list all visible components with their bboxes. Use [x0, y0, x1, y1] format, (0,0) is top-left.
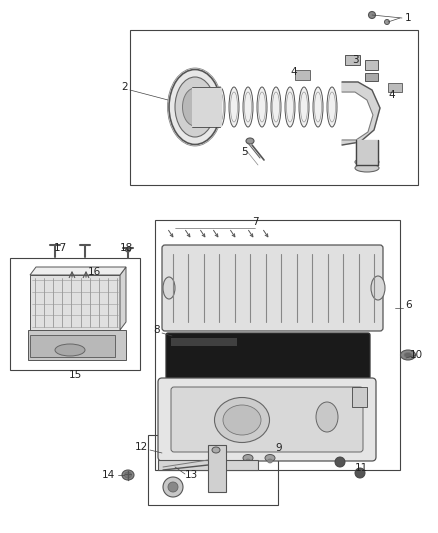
Ellipse shape — [355, 164, 379, 172]
Ellipse shape — [385, 20, 389, 25]
Ellipse shape — [55, 344, 85, 356]
Ellipse shape — [126, 248, 131, 252]
Ellipse shape — [223, 405, 261, 435]
FancyBboxPatch shape — [162, 245, 383, 331]
Bar — [155, 220, 400, 470]
Text: 13: 13 — [185, 470, 198, 480]
Bar — [208, 445, 226, 492]
Circle shape — [355, 468, 365, 478]
Ellipse shape — [404, 352, 412, 358]
FancyBboxPatch shape — [166, 333, 370, 379]
Text: 3: 3 — [352, 55, 359, 65]
Bar — [295, 70, 310, 80]
Bar — [171, 338, 237, 346]
Text: 9: 9 — [275, 443, 282, 453]
Text: 5: 5 — [242, 147, 248, 157]
Ellipse shape — [400, 350, 416, 360]
Bar — [158, 460, 258, 470]
Bar — [30, 335, 115, 357]
Text: 12: 12 — [135, 442, 148, 452]
Ellipse shape — [243, 87, 253, 127]
Ellipse shape — [243, 455, 253, 462]
Ellipse shape — [163, 277, 175, 299]
Ellipse shape — [124, 472, 131, 478]
Bar — [388, 83, 402, 92]
Text: 2: 2 — [121, 82, 128, 92]
Text: 6: 6 — [405, 300, 412, 310]
Ellipse shape — [183, 88, 208, 126]
Circle shape — [168, 482, 178, 492]
Ellipse shape — [246, 459, 251, 463]
Bar — [365, 60, 378, 70]
Bar — [345, 55, 360, 65]
Text: 8: 8 — [153, 325, 160, 335]
Polygon shape — [342, 82, 380, 145]
Ellipse shape — [122, 470, 134, 480]
Ellipse shape — [371, 276, 385, 300]
Circle shape — [163, 477, 183, 497]
Bar — [28, 330, 126, 360]
Bar — [352, 387, 367, 407]
Ellipse shape — [316, 402, 338, 432]
FancyBboxPatch shape — [158, 378, 376, 461]
Ellipse shape — [368, 12, 375, 19]
Ellipse shape — [215, 398, 269, 442]
Text: 1: 1 — [405, 13, 412, 23]
Text: 10: 10 — [410, 350, 423, 360]
Bar — [10, 258, 140, 370]
Ellipse shape — [299, 87, 309, 127]
Bar — [130, 30, 418, 185]
Ellipse shape — [355, 158, 379, 166]
Text: 4: 4 — [290, 67, 297, 77]
Text: 7: 7 — [252, 217, 258, 227]
Text: 11: 11 — [355, 463, 368, 473]
Polygon shape — [120, 267, 126, 330]
Ellipse shape — [268, 459, 272, 463]
Ellipse shape — [257, 87, 267, 127]
Ellipse shape — [285, 87, 295, 127]
Ellipse shape — [212, 447, 220, 453]
Bar — [365, 73, 378, 81]
FancyBboxPatch shape — [171, 387, 363, 452]
Text: 15: 15 — [68, 370, 81, 380]
Text: 17: 17 — [53, 243, 67, 253]
Text: 18: 18 — [120, 243, 133, 253]
Bar — [30, 275, 120, 330]
Bar — [148, 435, 278, 505]
Ellipse shape — [229, 87, 239, 127]
Circle shape — [335, 457, 345, 467]
Ellipse shape — [175, 77, 215, 137]
Polygon shape — [356, 140, 378, 165]
Ellipse shape — [327, 87, 337, 127]
Ellipse shape — [215, 87, 225, 127]
Ellipse shape — [246, 138, 254, 144]
Ellipse shape — [169, 69, 221, 144]
Text: 16: 16 — [88, 267, 101, 277]
Text: 4: 4 — [388, 90, 395, 100]
Bar — [192, 87, 222, 127]
Text: 14: 14 — [102, 470, 115, 480]
Ellipse shape — [313, 87, 323, 127]
Polygon shape — [30, 267, 126, 275]
Ellipse shape — [265, 455, 275, 462]
Ellipse shape — [271, 87, 281, 127]
